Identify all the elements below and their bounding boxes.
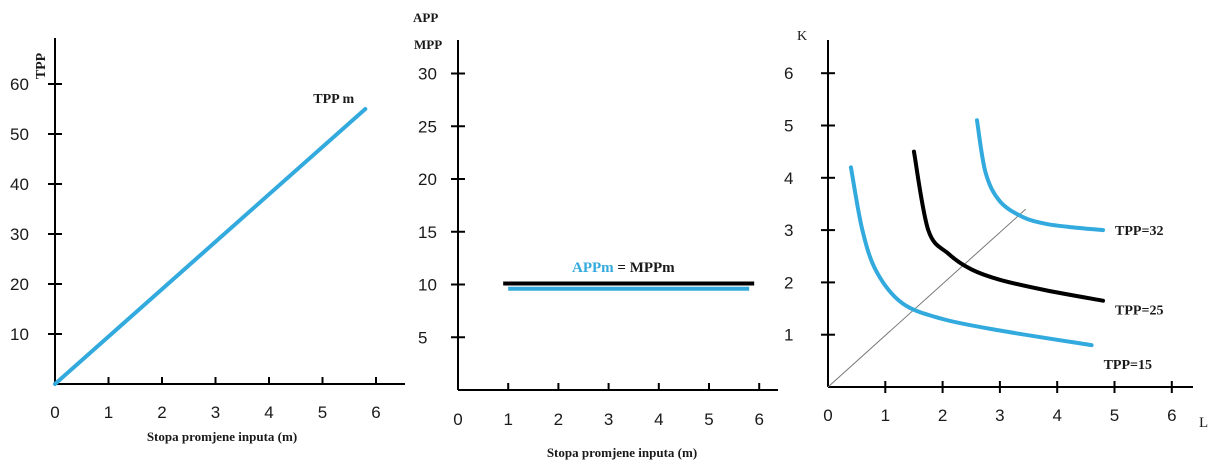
x-tick-label: 5 (704, 410, 713, 429)
x-tick-label: 1 (104, 403, 113, 422)
mppm-label: = MPPm (614, 260, 676, 276)
x-tick-label: 5 (318, 403, 327, 422)
y-tick-label: 15 (418, 223, 437, 242)
isoquant-tpp-25 (911, 149, 1106, 303)
tpp-m-line (53, 107, 368, 386)
isoquant-tpp-15 (848, 165, 1094, 348)
x-tick-label: 4 (1052, 406, 1061, 425)
tpp-axis-label: TPP (34, 52, 49, 79)
x-tick-label: 1 (503, 410, 512, 429)
tpp-plot: 0 1 2 3 4 5 6 10 20 30 40 50 60 TPP m (10, 38, 405, 422)
y-tick-label: 5 (418, 328, 427, 347)
appm-label: APPm (572, 260, 614, 276)
y-tick-label: 25 (418, 117, 437, 136)
app-mpp-panel: APP MPP Stopa promjene inputa (m) APPm =… (413, 10, 778, 460)
y-tick-label: 6 (784, 64, 793, 83)
expansion-path-line (827, 208, 1027, 388)
y-tick-label: 20 (418, 170, 437, 189)
x-tick-label: 3 (211, 403, 220, 422)
x-tick-label: 1 (881, 406, 890, 425)
l-axis-label: L (1199, 415, 1208, 431)
x-tick-label: 2 (938, 406, 947, 425)
x-tick-label: 6 (754, 410, 763, 429)
isoquant-tpp-32-label: TPP=32 (1115, 224, 1163, 239)
x-tick-label: 4 (654, 410, 663, 429)
tpp-panel: TPP Stopa promjene inputa (m) 0 1 2 3 4 5 6 10 2… (10, 38, 405, 444)
x-tick-label: 3 (995, 406, 1004, 425)
app-mpp-plot: 0 1 2 3 4 5 6 5 10 15 20 25 30 (418, 40, 778, 429)
y-tick-label: 2 (784, 273, 793, 292)
tpp-x-axis-label: Stopa promjene inputa (m) (147, 429, 297, 444)
x-tick-label: 2 (554, 410, 563, 429)
x-tick-label: 6 (371, 403, 380, 422)
k-axis-label: K (797, 29, 807, 44)
y-tick-label: 4 (784, 169, 793, 188)
isoquant-tpp-25-label: TPP=25 (1115, 304, 1163, 319)
y-tick-label: 5 (784, 117, 793, 136)
y-tick-label: 1 (784, 326, 793, 345)
app-mpp-line-label: APPm = MPPm (572, 260, 675, 276)
isoquant-plot: 0 1 2 3 4 5 6 1 2 3 4 5 6 TPP=15 TPP=25 TPP=32 (784, 40, 1193, 425)
y-tick-label: 30 (10, 225, 29, 244)
app-axis-label: APP (413, 10, 438, 25)
app-mpp-x-axis-label: Stopa promjene inputa (m) (547, 445, 697, 460)
y-tick-label: 3 (784, 221, 793, 240)
y-tick-label: 60 (10, 75, 29, 94)
x-tick-label: 2 (157, 403, 166, 422)
isoquant-tpp-32 (974, 118, 1106, 233)
mpp-axis-label: MPP (414, 37, 442, 52)
x-tick-label: 6 (1167, 406, 1176, 425)
y-tick-label: 30 (418, 65, 437, 84)
x-tick-label: 0 (453, 410, 462, 429)
x-tick-label: 4 (264, 403, 273, 422)
tpp-m-label: TPP m (313, 92, 354, 107)
isoquant-tpp-15-label: TPP=15 (1104, 358, 1152, 373)
isoquant-panel: K L 0 1 2 3 4 5 6 1 2 3 4 5 6 TPP=15 TPP=25 TPP=32 (784, 29, 1208, 431)
y-tick-label: 10 (418, 276, 437, 295)
x-tick-label: 0 (823, 406, 832, 425)
y-tick-label: 50 (10, 125, 29, 144)
y-tick-label: 10 (10, 325, 29, 344)
y-tick-label: 20 (10, 275, 29, 294)
x-tick-label: 0 (50, 403, 59, 422)
y-tick-label: 40 (10, 175, 29, 194)
x-tick-label: 3 (604, 410, 613, 429)
x-tick-label: 5 (1110, 406, 1119, 425)
